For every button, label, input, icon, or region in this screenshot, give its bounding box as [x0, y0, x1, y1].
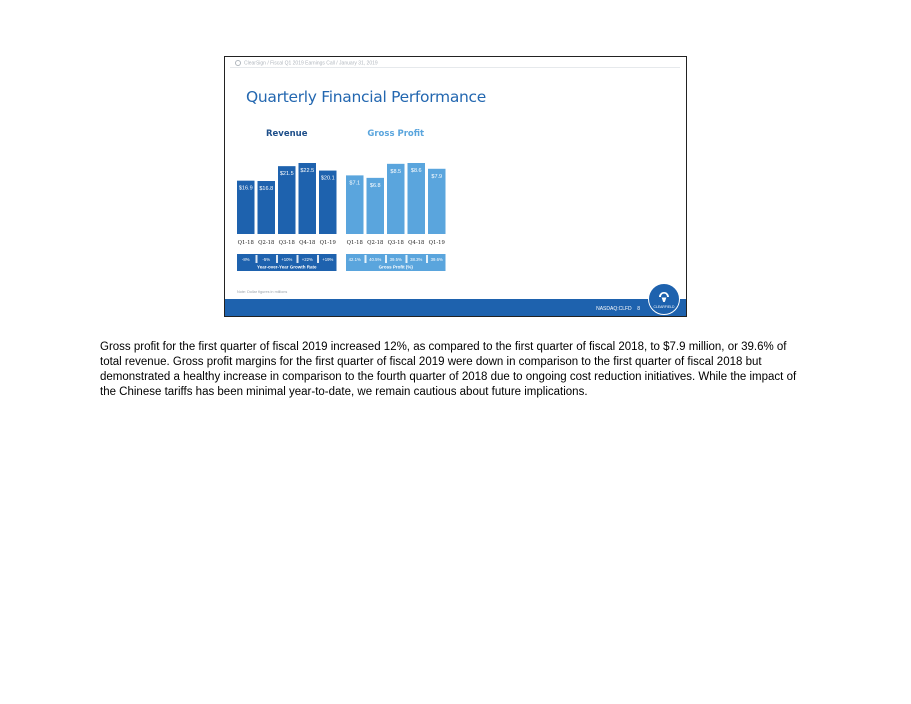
subtable-divider: [364, 255, 367, 263]
subtable-value: -8%: [242, 257, 250, 262]
slide-footer: NASDAQ:CLFD 8: [225, 299, 686, 316]
chart-gross-profit: Gross Profit $7.1 Q1-18 $6.8 Q2-18 $8.5 Q3-18 $…: [346, 129, 446, 271]
subtable-value: 38.3%: [410, 257, 422, 262]
data-label: $21.5: [280, 171, 294, 177]
bar: [257, 180, 275, 234]
tick-label: Q1-19: [320, 240, 337, 246]
bar: [407, 163, 425, 234]
subtable-value: -5%: [262, 257, 270, 262]
tick-label: Q4-18: [408, 240, 425, 246]
footer-ticker-label: NASDAQ:CLFD: [596, 306, 632, 312]
subtable-divider: [276, 255, 278, 263]
bar: [237, 180, 255, 234]
footer-ticker: NASDAQ:CLFD 8: [596, 306, 640, 312]
data-label: $7.1: [349, 180, 360, 186]
breadcrumb-divider: [230, 67, 680, 68]
data-label: $16.9: [239, 186, 253, 192]
subtable-label: Gross Profit (%): [379, 265, 414, 270]
bar: [278, 166, 296, 234]
paragraph-text: Gross profit for the first quarter of fi…: [100, 341, 797, 398]
body-paragraph: Gross profit for the first quarter of fi…: [100, 340, 811, 400]
bar: [428, 168, 446, 234]
tick-label: Q1-18: [238, 240, 255, 246]
subtable-value: 42.1%: [349, 257, 361, 262]
subtable-background: [237, 254, 337, 271]
circle-icon: [235, 60, 241, 66]
bar: [319, 170, 337, 234]
bar: [298, 163, 316, 234]
chart-title: Revenue: [266, 129, 308, 139]
subtable-divider: [296, 255, 299, 263]
tick-label: Q3-18: [388, 240, 405, 246]
bar-charts: Revenue $16.9 Q1-18 $16.8 Q2-18 $21.5 Q3-18 $22…: [237, 129, 446, 294]
data-label: $20.1: [321, 176, 335, 182]
data-label: $8.6: [411, 168, 422, 174]
data-label: $6.8: [370, 183, 381, 189]
data-label: $7.9: [431, 174, 442, 180]
slide-note: Note: Dollar figures in millions: [237, 290, 287, 294]
subtable-value: +22%: [302, 257, 313, 262]
slide-image: ClearSign / Fiscal Q1 2019 Earnings Call…: [224, 56, 687, 317]
tick-label: Q4-18: [299, 240, 316, 246]
subtable-value: 40.5%: [369, 257, 381, 262]
subtable-divider: [317, 255, 319, 263]
chart-title: Gross Profit: [367, 129, 424, 139]
subtable-value: +10%: [281, 257, 292, 262]
data-label: $16.8: [259, 186, 273, 192]
bar: [346, 175, 364, 234]
subtable-background: [346, 254, 446, 271]
chart-revenue: Revenue $16.9 Q1-18 $16.8 Q2-18 $21.5 Q3-18 $22…: [237, 129, 337, 271]
subtable-divider: [405, 255, 408, 263]
tick-label: Q3-18: [279, 240, 296, 246]
company-logo: CLEARFIELD: [648, 283, 680, 315]
subtable-divider: [426, 255, 428, 263]
page-number: 8: [637, 306, 640, 312]
logo-mark-icon: [659, 292, 669, 302]
bar: [387, 163, 405, 234]
subtable-divider: [255, 255, 258, 263]
data-label: $8.5: [390, 169, 401, 175]
subtable-value: 39.5%: [390, 257, 402, 262]
tick-label: Q1-19: [429, 240, 446, 246]
tick-label: Q2-18: [258, 240, 275, 246]
subtable-divider: [385, 255, 387, 263]
bar: [366, 177, 384, 234]
data-label: $22.5: [300, 168, 314, 174]
slide-title: Quarterly Financial Performance: [246, 88, 487, 106]
subtable-label: Year-over-Year Growth Rate: [257, 265, 317, 270]
subtable-value: 39.6%: [431, 257, 443, 262]
slide-breadcrumb-text: ClearSign / Fiscal Q1 2019 Earnings Call…: [244, 60, 378, 67]
tick-label: Q2-18: [367, 240, 384, 246]
slide-breadcrumb: ClearSign / Fiscal Q1 2019 Earnings Call…: [235, 60, 378, 66]
subtable-value: +19%: [322, 257, 333, 262]
tick-label: Q1-18: [347, 240, 364, 246]
logo-wordmark: CLEARFIELD: [653, 305, 675, 309]
